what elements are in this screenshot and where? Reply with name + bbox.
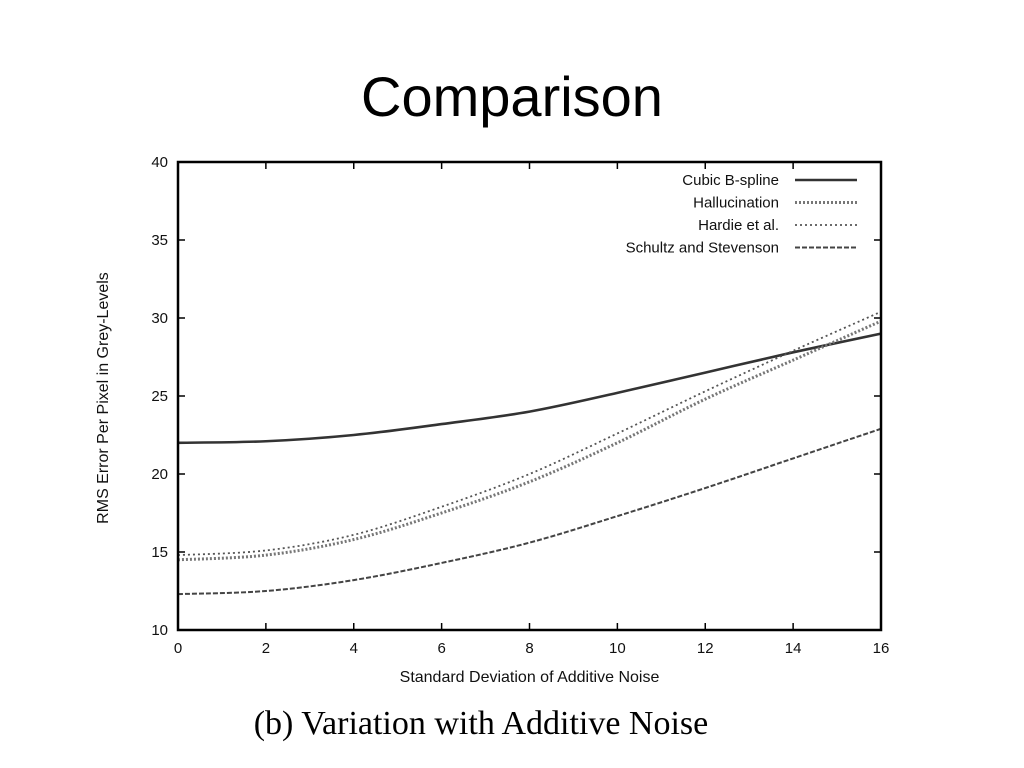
series-line-1 (177, 319, 882, 562)
figure-caption: (b) Variation with Additive Noise (253, 705, 709, 742)
slide-title: Comparison (361, 65, 663, 128)
y-tick-label: 35 (151, 232, 168, 249)
legend: Cubic B-spline Hallucination Hardie et al.… (626, 172, 857, 257)
x-tick-label: 8 (525, 640, 533, 657)
x-tick-label: 12 (697, 640, 714, 657)
y-tick-label: 25 (151, 388, 168, 405)
x-tick-label: 16 (873, 640, 890, 657)
series-line-0 (177, 332, 882, 445)
y-tick-label: 15 (151, 544, 168, 561)
x-tick-label: 10 (609, 640, 626, 657)
series-line-3 (177, 427, 882, 596)
x-tick-label: 2 (262, 640, 270, 657)
legend-label: Hardie et al. (698, 217, 779, 234)
plot-lines (177, 310, 882, 596)
legend-label: Cubic B-spline (682, 172, 779, 189)
y-axis-ticks: 10 15 20 25 30 35 40 (151, 154, 881, 639)
x-tick-label: 6 (437, 640, 445, 657)
x-tick-label: 14 (785, 640, 802, 657)
x-axis-ticks: 0 2 4 6 8 10 12 14 16 (174, 162, 890, 657)
line-chart: 0 2 4 6 8 10 12 14 16 10 15 20 25 30 35 40 Standard De… (95, 154, 890, 686)
x-tick-label: 4 (350, 640, 358, 657)
legend-label: Hallucination (693, 195, 779, 212)
y-tick-label: 30 (151, 310, 168, 327)
series-line-2 (177, 310, 882, 557)
y-tick-label: 40 (151, 154, 168, 171)
x-axis-label: Standard Deviation of Additive Noise (400, 669, 660, 686)
legend-label: Schultz and Stevenson (626, 240, 779, 257)
x-tick-label: 0 (174, 640, 182, 657)
y-tick-label: 20 (151, 466, 168, 483)
y-axis-label: RMS Error Per Pixel in Grey-Levels (95, 272, 112, 524)
y-tick-label: 10 (151, 622, 168, 639)
